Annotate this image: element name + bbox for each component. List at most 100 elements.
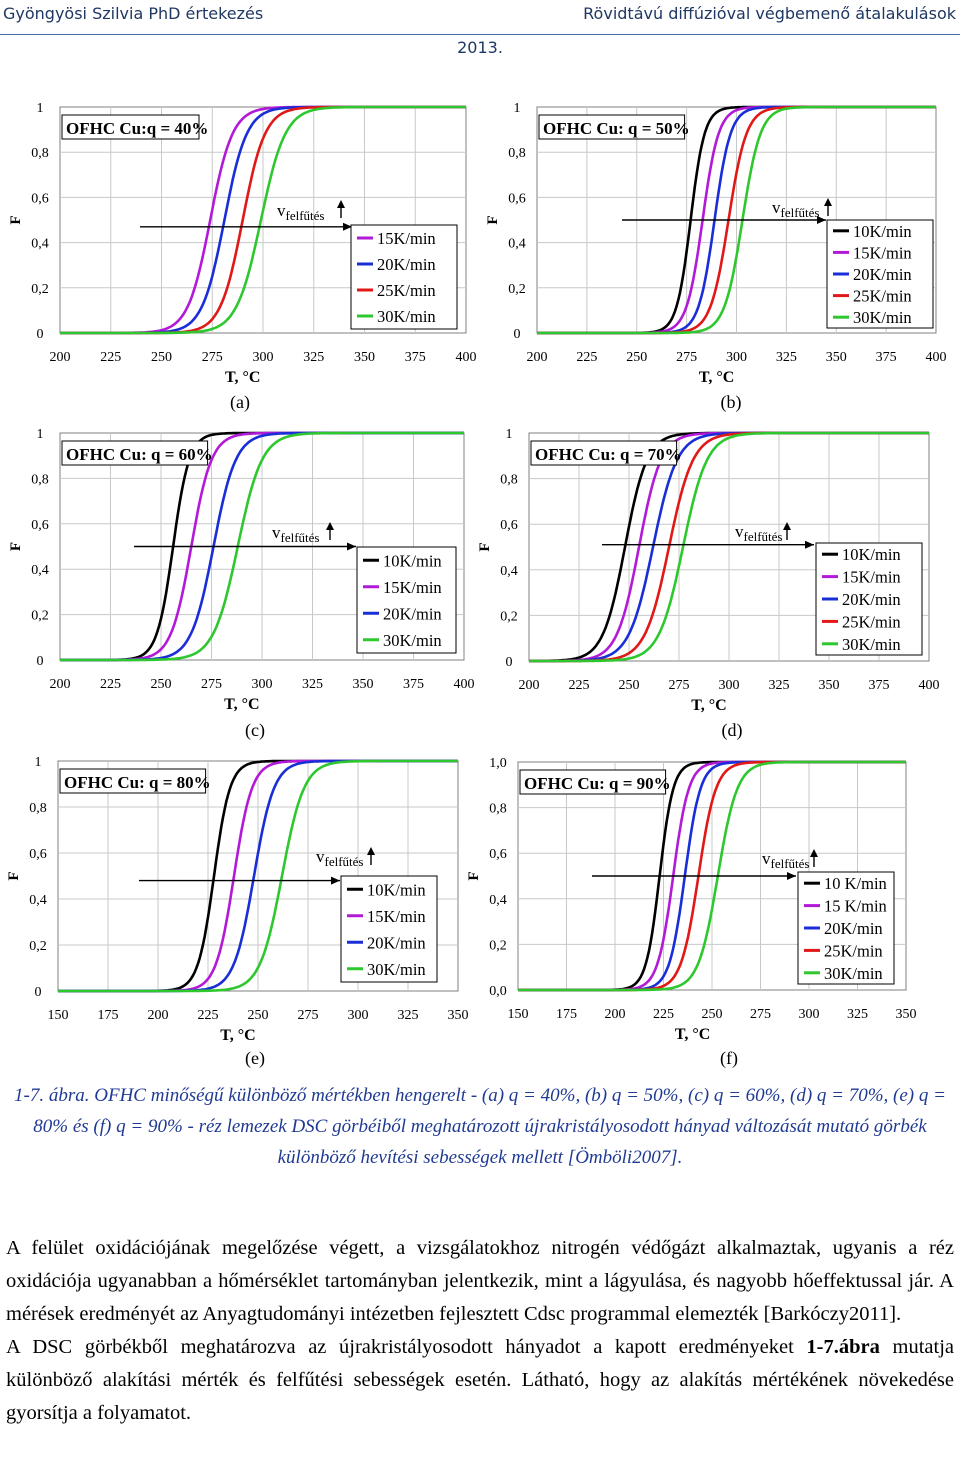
y-tick-label: 0,4	[29, 893, 47, 908]
x-tick-label: 350	[896, 1007, 917, 1022]
x-tick-label: 300	[348, 1008, 369, 1023]
x-tick-label: 250	[151, 677, 172, 692]
x-tick-label: 175	[556, 1007, 577, 1022]
chart-title-box: OFHC Cu: q = 50%	[538, 114, 690, 140]
chart-title: OFHC Cu: q = 70%	[535, 445, 682, 464]
x-axis-label: T, °C	[225, 369, 260, 386]
series-line	[60, 105, 466, 335]
y-tick-label: 0,4	[500, 564, 518, 579]
y-tick-label: 0,2	[31, 282, 49, 297]
y-tick-label: 0,6	[508, 191, 526, 206]
title-frame	[61, 114, 200, 140]
x-tick-label: 250	[151, 350, 172, 365]
y-tick-label: 0,2	[508, 282, 526, 297]
series-line	[518, 760, 906, 992]
series-line	[60, 431, 464, 662]
x-tick-label: 275	[201, 677, 222, 692]
legend-entry: 30K/min	[383, 631, 442, 650]
y-tick-label: 1	[506, 427, 513, 442]
x-tick-label: 150	[48, 1008, 69, 1023]
chart-legend: 15K/min 20K/min 25K/min 30K/min	[350, 224, 458, 330]
x-tick-label: 275	[202, 350, 223, 365]
x-tick-label: 375	[403, 677, 424, 692]
y-tick-label: 0	[506, 655, 513, 670]
arrow-head	[805, 540, 814, 549]
y-tick-label: 0,6	[31, 518, 49, 533]
page-header: Gyöngyösi Szilvia PhD értekezés Rövidtáv…	[0, 0, 960, 35]
legend-entry: 20K/min	[377, 255, 436, 274]
y-tick-label: 0	[37, 327, 44, 342]
y-axis-label: F	[477, 542, 493, 551]
title-frame	[530, 440, 678, 466]
x-tick-label: 225	[569, 678, 590, 693]
x-axis-label: T, °C	[220, 1027, 255, 1044]
x-tick-label: 250	[702, 1007, 723, 1022]
title-frame	[538, 114, 686, 140]
x-tick-label: 200	[519, 678, 540, 693]
figure-charts: 200 225 250 275 300 325 350 375 400 0 0,2 0,4 0,6 0,8…	[6, 101, 947, 1069]
panel-label: (c)	[245, 720, 265, 741]
y-tick-label: 1	[514, 101, 521, 116]
x-tick-label: 275	[669, 678, 690, 693]
caption-text: OFHC minőségű különböző mértékben henger…	[33, 1085, 946, 1168]
y-tick-label: 0	[514, 327, 521, 342]
legend-entry: 15K/min	[842, 568, 901, 587]
paragraph-1: A felület oxidációjának megelőzése véget…	[6, 1237, 954, 1325]
up-arrow-head	[810, 849, 818, 857]
chart-title-box: OFHC Cu: q = 90%	[519, 769, 671, 795]
y-tick-label: 0,2	[489, 938, 507, 953]
x-axis-label: T, °C	[699, 369, 734, 386]
chart-panel-c: 200 225 250 275 300 325 350 375 400 0 0,2 0,4 0,6 0,8…	[8, 427, 475, 741]
chart-panel-a: 200 225 250 275 300 325 350 375 400 0 0,2 0,4 0,6 0,8…	[8, 101, 477, 413]
legend-entry: 10K/min	[853, 222, 912, 241]
x-tick-label: 325	[398, 1008, 419, 1023]
legend-frame	[356, 546, 457, 654]
x-tick-label: 200	[50, 350, 71, 365]
y-axis-label: F	[485, 215, 501, 224]
y-axis-label: F	[8, 215, 24, 224]
y-tick-label: 0	[37, 654, 44, 669]
x-tick-label: 375	[405, 350, 426, 365]
legend-entry: 30K/min	[824, 964, 883, 983]
legend-entry: 20K/min	[824, 919, 883, 938]
y-tick-label: 0,6	[31, 191, 49, 206]
x-tick-label: 300	[253, 350, 274, 365]
chart-title: OFHC Cu: q = 60%	[66, 445, 213, 464]
x-tick-label: 150	[508, 1007, 529, 1022]
panel-label: (f)	[720, 1048, 738, 1069]
paragraph-2-end: mutatja különböző alakítási mérték és fe…	[6, 1336, 954, 1424]
chart-legend: 10K/min 15K/min 20K/min 25K/min 30K/min	[826, 219, 934, 329]
legend-entry: 20K/min	[842, 590, 901, 609]
y-tick-label: 0,4	[508, 237, 526, 252]
y-tick-label: 0,4	[31, 563, 49, 578]
x-tick-label: 225	[576, 350, 597, 365]
panel-label: (d)	[722, 720, 743, 741]
legend-entry: 25K/min	[377, 281, 436, 300]
y-axis-label: F	[466, 871, 482, 880]
header-right: Rövidtávú diffúzióval végbemenő átalakul…	[583, 4, 956, 23]
x-tick-label: 400	[456, 350, 477, 365]
x-axis-label: T, °C	[224, 696, 259, 713]
y-tick-label: 0,8	[31, 146, 49, 161]
x-tick-label: 325	[776, 350, 797, 365]
header-left: Gyöngyösi Szilvia PhD értekezés	[3, 4, 264, 23]
caption-prefix: 1-7. ábra.	[14, 1085, 90, 1106]
y-axis-label: F	[6, 871, 22, 880]
chart-legend: 10K/min 15K/min 20K/min 30K/min	[356, 546, 457, 654]
y-tick-label: 1	[35, 755, 42, 770]
legend-entry: 15K/min	[377, 229, 436, 248]
chart-title: OFHC Cu:q = 40%	[66, 119, 208, 138]
legend-entry: 20K/min	[853, 265, 912, 284]
legend-entry: 15K/min	[383, 578, 442, 597]
chart-title: OFHC Cu: q = 80%	[64, 773, 211, 792]
chart-legend: 10 K/min 15 K/min 20K/min 25K/min 30K/min	[797, 871, 895, 985]
y-tick-label: 1	[37, 427, 44, 442]
x-tick-label: 300	[799, 1007, 820, 1022]
title-frame	[61, 440, 209, 466]
title-frame	[59, 768, 207, 794]
body-text: A felület oxidációjának megelőzése véget…	[6, 1232, 954, 1430]
chart-legend: 10K/min 15K/min 20K/min 30K/min	[340, 875, 438, 983]
x-tick-label: 350	[353, 677, 374, 692]
x-tick-label: 350	[826, 350, 847, 365]
y-tick-label: 0,8	[29, 801, 47, 816]
